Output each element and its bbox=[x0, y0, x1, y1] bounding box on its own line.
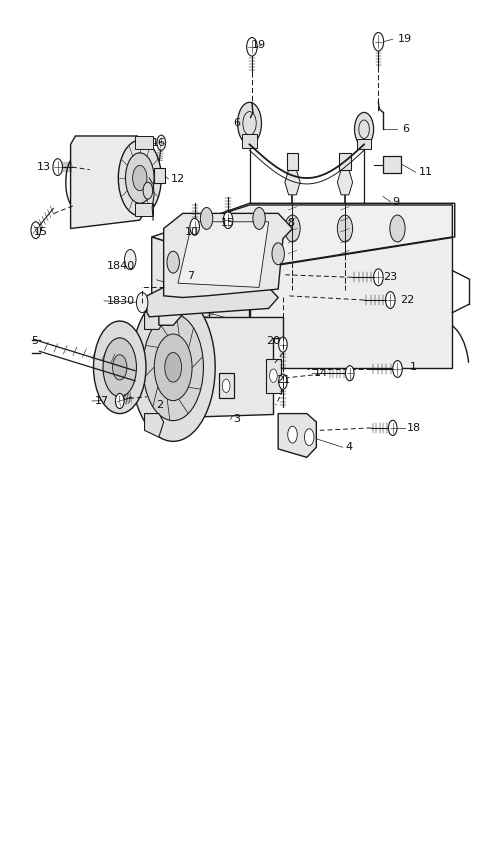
Polygon shape bbox=[250, 237, 452, 368]
Polygon shape bbox=[337, 170, 353, 195]
Circle shape bbox=[167, 252, 180, 273]
Polygon shape bbox=[147, 316, 283, 418]
Circle shape bbox=[272, 243, 284, 265]
Circle shape bbox=[385, 292, 395, 308]
Circle shape bbox=[124, 250, 136, 270]
Polygon shape bbox=[152, 237, 250, 368]
Circle shape bbox=[53, 159, 62, 176]
Circle shape bbox=[304, 429, 314, 446]
Text: 2: 2 bbox=[156, 400, 164, 410]
Circle shape bbox=[238, 102, 262, 144]
Bar bbox=[357, 138, 371, 149]
Circle shape bbox=[157, 135, 166, 150]
Polygon shape bbox=[152, 205, 452, 269]
Circle shape bbox=[393, 360, 402, 377]
Polygon shape bbox=[147, 288, 278, 316]
Text: 9: 9 bbox=[393, 197, 400, 207]
Bar bbox=[135, 136, 153, 149]
Text: 4: 4 bbox=[345, 442, 352, 452]
Circle shape bbox=[94, 321, 146, 414]
Text: 16: 16 bbox=[152, 138, 166, 148]
Circle shape bbox=[222, 379, 230, 392]
Circle shape bbox=[270, 369, 277, 382]
Circle shape bbox=[172, 306, 193, 344]
Circle shape bbox=[143, 182, 153, 199]
Text: 7: 7 bbox=[188, 272, 194, 281]
Bar bbox=[154, 168, 165, 183]
Circle shape bbox=[279, 374, 287, 389]
Circle shape bbox=[143, 314, 204, 420]
Circle shape bbox=[337, 215, 353, 242]
Bar bbox=[135, 203, 153, 216]
Text: 19: 19 bbox=[397, 35, 412, 44]
Circle shape bbox=[285, 215, 300, 242]
Circle shape bbox=[373, 33, 384, 51]
Polygon shape bbox=[144, 306, 164, 329]
Text: 11: 11 bbox=[419, 167, 433, 177]
Text: 10: 10 bbox=[185, 227, 199, 237]
Text: 14: 14 bbox=[314, 368, 328, 378]
Text: 3: 3 bbox=[233, 414, 240, 425]
Bar bbox=[287, 153, 298, 170]
Text: 1840: 1840 bbox=[107, 261, 134, 271]
Text: 15: 15 bbox=[221, 219, 235, 229]
Text: 17: 17 bbox=[95, 396, 108, 406]
Circle shape bbox=[116, 393, 124, 408]
Text: 15: 15 bbox=[34, 227, 48, 237]
Circle shape bbox=[373, 269, 383, 286]
Text: 19: 19 bbox=[252, 41, 266, 50]
Polygon shape bbox=[71, 136, 149, 229]
Circle shape bbox=[232, 224, 248, 251]
Circle shape bbox=[118, 140, 161, 216]
Text: 6: 6 bbox=[402, 124, 409, 134]
Circle shape bbox=[390, 215, 405, 242]
Bar bbox=[242, 134, 257, 148]
Polygon shape bbox=[278, 414, 316, 457]
Circle shape bbox=[125, 153, 154, 203]
Text: 23: 23 bbox=[383, 273, 397, 282]
Polygon shape bbox=[164, 214, 292, 297]
Circle shape bbox=[203, 317, 215, 338]
Polygon shape bbox=[178, 222, 269, 288]
Text: 12: 12 bbox=[171, 174, 185, 184]
Circle shape bbox=[388, 420, 397, 436]
Text: 20: 20 bbox=[266, 336, 280, 346]
Circle shape bbox=[31, 222, 40, 239]
Circle shape bbox=[288, 426, 297, 443]
Polygon shape bbox=[201, 254, 216, 279]
Circle shape bbox=[190, 219, 199, 235]
Text: 6: 6 bbox=[233, 118, 240, 128]
Circle shape bbox=[253, 208, 265, 230]
Circle shape bbox=[136, 293, 148, 312]
Text: 21: 21 bbox=[276, 375, 290, 385]
Polygon shape bbox=[159, 288, 183, 325]
Text: 13: 13 bbox=[37, 162, 51, 172]
Text: 5: 5 bbox=[32, 336, 38, 346]
Polygon shape bbox=[285, 170, 300, 195]
Circle shape bbox=[355, 112, 373, 146]
Circle shape bbox=[113, 354, 127, 380]
Circle shape bbox=[346, 365, 354, 381]
Circle shape bbox=[279, 337, 287, 352]
Polygon shape bbox=[154, 203, 455, 271]
Circle shape bbox=[223, 212, 233, 229]
Circle shape bbox=[165, 353, 181, 382]
Circle shape bbox=[103, 338, 136, 397]
Text: 8: 8 bbox=[288, 218, 295, 228]
Bar bbox=[383, 156, 401, 173]
Bar bbox=[266, 359, 281, 392]
Circle shape bbox=[131, 294, 215, 441]
Bar bbox=[218, 373, 234, 398]
Text: 18: 18 bbox=[407, 423, 421, 433]
Circle shape bbox=[247, 38, 257, 56]
Text: 1: 1 bbox=[409, 362, 417, 372]
Text: 1830: 1830 bbox=[107, 296, 134, 306]
Circle shape bbox=[132, 165, 147, 191]
Text: 22: 22 bbox=[400, 295, 414, 305]
Bar bbox=[339, 153, 351, 170]
Polygon shape bbox=[144, 414, 164, 437]
Circle shape bbox=[200, 208, 213, 230]
Circle shape bbox=[154, 334, 192, 401]
